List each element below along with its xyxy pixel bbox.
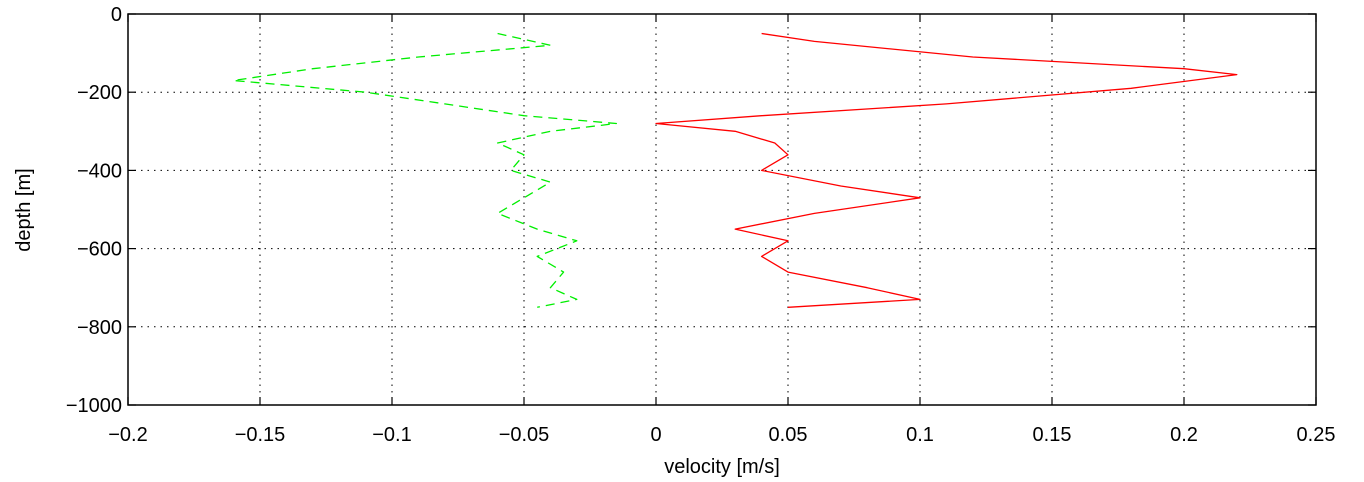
series-layer <box>232 32 1238 308</box>
x-tick-label: −0.2 <box>108 424 147 446</box>
x-axis-label: velocity [m/s] <box>664 456 780 478</box>
x-tick-label: 0.05 <box>769 424 808 446</box>
x-tick-label: −0.1 <box>372 424 411 446</box>
y-tick-label: −800 <box>77 317 122 339</box>
axis-ticks: −0.2 −0.15 −0.1 −0.05 0 0.05 0.1 0.15 0.2 0.25 0 −2… <box>66 4 1336 446</box>
y-tick-label: −200 <box>77 82 122 104</box>
grid-lines <box>128 14 1316 405</box>
y-tick-label: −600 <box>77 239 122 261</box>
series-line-dashed <box>232 32 618 308</box>
x-tick-label: −0.15 <box>235 424 286 446</box>
y-tick-label: −1000 <box>66 395 122 417</box>
x-tick-label: −0.05 <box>499 424 550 446</box>
x-tick-label: 0.2 <box>1170 424 1198 446</box>
y-tick-label: −400 <box>77 160 122 182</box>
x-tick-label: 0.25 <box>1297 424 1336 446</box>
series-line-solid <box>655 32 1238 308</box>
x-tick-label: 0.15 <box>1033 424 1072 446</box>
plot-frame <box>127 13 1317 406</box>
y-tick-label: 0 <box>111 4 122 26</box>
x-tick-label: 0.1 <box>906 424 934 446</box>
y-axis-label: depth [m] <box>13 168 35 251</box>
plot-background <box>128 14 1316 405</box>
x-tick-label: 0 <box>650 424 661 446</box>
